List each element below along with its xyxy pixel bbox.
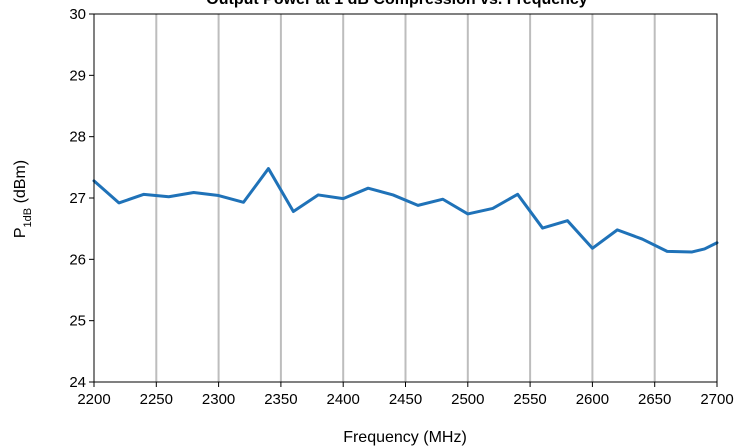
grid-lines	[155, 14, 656, 382]
x-tick-label: 2300	[202, 391, 235, 408]
y-axis-title: P1dB (dBm)	[12, 160, 34, 238]
chart-title: Output Power at 1 dB Compression vs. Fre…	[206, 0, 588, 8]
x-tick-label: 2200	[77, 391, 110, 408]
y-tick-label: 24	[69, 374, 86, 391]
x-tick-label: 2700	[700, 391, 733, 408]
y-axis-title-suffix: (dBm)	[12, 160, 29, 208]
y-axis-title-subscript: 1dB	[22, 208, 34, 228]
y-tick-label: 29	[69, 67, 86, 84]
tick-labels: 2200 2250 2300 2350 2400 2450 2500 2550 2600 2650…	[69, 6, 733, 408]
x-tick-label: 2550	[513, 391, 546, 408]
x-tick-label: 2250	[140, 391, 173, 408]
x-axis-title: Frequency (MHz)	[343, 429, 467, 446]
series-line	[92, 167, 719, 254]
x-tick-label: 2500	[451, 391, 484, 408]
y-tick-label: 26	[69, 251, 86, 268]
x-tick-label: 2350	[264, 391, 297, 408]
plot-border	[93, 13, 718, 383]
y-tick-label: 27	[69, 190, 86, 207]
y-tick-label: 28	[69, 129, 86, 146]
x-tick-label: 2400	[327, 391, 360, 408]
x-tick-label: 2450	[389, 391, 422, 408]
y-tick-label: 30	[69, 6, 86, 23]
series-layer	[92, 167, 719, 254]
x-tick-label: 2650	[638, 391, 671, 408]
axes	[89, 13, 718, 387]
y-tick-label: 25	[69, 313, 86, 330]
y-axis-title-main: P	[12, 227, 29, 238]
x-tick-label: 2600	[576, 391, 609, 408]
